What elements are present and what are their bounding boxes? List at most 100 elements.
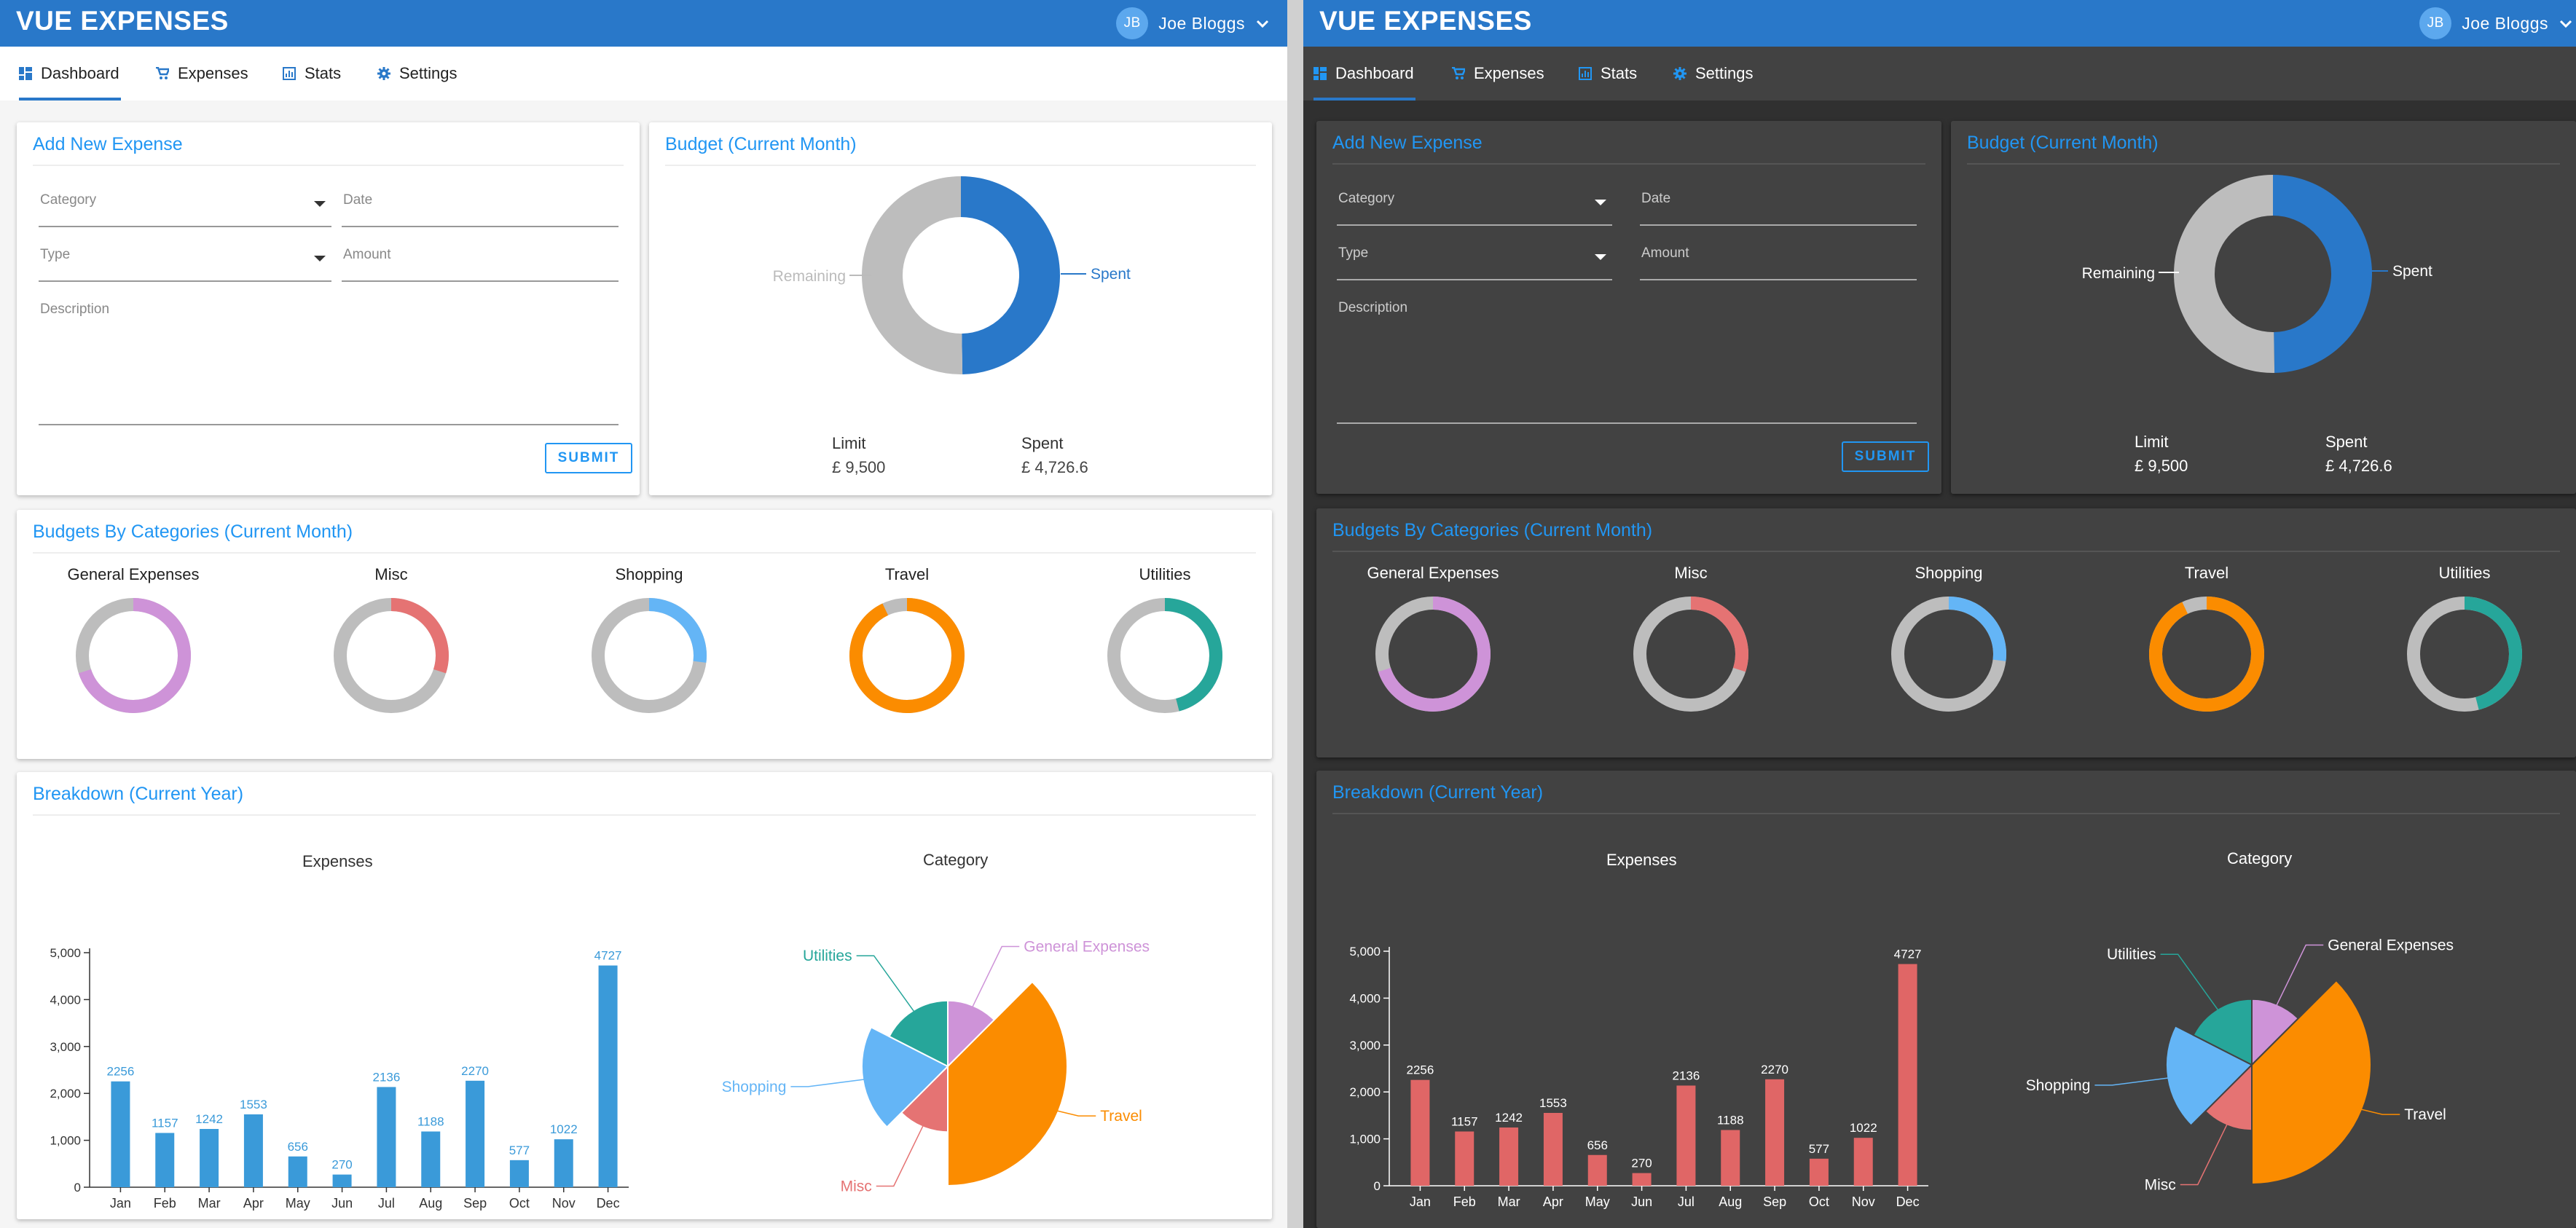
chevron-down-icon [2559,20,2572,28]
bar-value-label: 577 [509,1144,530,1157]
polar-leader-line [2275,944,2324,1008]
x-tick-label: Sep [463,1196,487,1211]
tab-stats[interactable]: Stats [283,47,341,101]
stats-icon [283,67,296,80]
bar-jun [332,1174,352,1187]
x-tick-label: Feb [154,1196,176,1211]
card-title: Budget (Current Month) [665,134,857,154]
budget-card: Budget (Current Month) Remaining Spent L… [1951,121,2576,494]
bar-nov [554,1139,573,1187]
y-tick-label: 2,000 [1349,1085,1381,1099]
bar-jul [377,1087,396,1187]
bar-value-label: 2256 [107,1065,135,1079]
x-tick-label: Mar [1498,1194,1520,1209]
x-tick-label: Mar [198,1196,221,1211]
y-tick-label: 2,000 [50,1087,81,1101]
bar-dec [1898,964,1917,1186]
x-tick-label: Sep [1763,1194,1786,1209]
type-select[interactable]: Type [1337,241,1612,280]
x-tick-label: Jul [1678,1194,1695,1209]
polar-slice-travel [2251,979,2372,1186]
bar-jul [1676,1085,1696,1186]
tab-dashboard[interactable]: Dashboard [19,47,121,101]
divider [33,814,1256,816]
polar-leader-line [856,955,916,1014]
bar-value-label: 1553 [1539,1096,1567,1110]
user-menu[interactable]: JB Joe Bloggs [2419,4,2573,42]
divider [665,165,1256,166]
category-polar-chart: General Expenses Travel Misc Shopping Utilit… [2026,937,2454,1194]
category-donut-used [78,598,191,713]
tab-expenses[interactable]: Expenses [156,47,248,101]
tab-label: Dashboard [1335,64,1414,82]
x-tick-label: Jul [378,1196,395,1211]
category-donut-misc [1633,597,1748,712]
polar-leader-line [1052,1109,1096,1117]
field-label: Description [1338,300,1408,315]
add-expense-card: Add New Expense Category Date Type Amoun… [1316,121,1941,494]
category-donut-used [1378,597,1491,712]
budget-donut: Remaining Spent [773,176,1131,374]
bar-apr [243,1114,263,1187]
category-select[interactable]: Category [1337,186,1612,226]
category-chart-title: Category [923,851,989,869]
description-textarea[interactable]: Description [39,297,619,425]
tab-label: Expenses [178,64,248,82]
dropdown-caret-icon [314,201,326,207]
nav-tabs: Dashboard Expenses Stats Settings [1303,47,2576,101]
type-select[interactable]: Type [39,243,331,282]
bar-may [1587,1154,1607,1186]
category-donut-shopping [592,598,707,713]
category-name: Misc [1674,564,1708,582]
spent-stat-label: Spent [2325,433,2368,451]
tab-label: Stats [1601,64,1638,82]
bar-nov [1853,1138,1873,1186]
category-donut-used [2149,597,2264,712]
field-label: Category [40,192,97,208]
y-tick-label: 4,000 [1349,991,1381,1005]
bar-apr [1543,1112,1563,1186]
field-label: Amount [343,247,391,262]
cart-icon [156,67,169,79]
top-app-bar: VUE EXPENSES JB Joe Bloggs [1303,0,2576,47]
app-title: VUE EXPENSES [1319,6,1532,36]
tab-label: Expenses [1474,64,1544,82]
dropdown-caret-icon [314,256,326,261]
remaining-label: Remaining [773,268,846,285]
spent-label: Spent [1091,266,1131,283]
amount-input[interactable]: Amount [342,243,619,282]
budget-slice-spent [960,176,1060,374]
avatar: JB [2419,7,2452,39]
tab-dashboard[interactable]: Dashboard [1313,47,1415,101]
app-title: VUE EXPENSES [16,6,229,36]
bar-aug [421,1131,441,1187]
budget-donut: Remaining Spent [2082,175,2432,373]
polar-label: General Expenses [2328,937,2454,954]
date-input[interactable]: Date [342,188,619,227]
tab-stats[interactable]: Stats [1579,47,1637,101]
bar-jan [111,1081,130,1187]
x-tick-label: Jan [1410,1194,1431,1209]
x-tick-label: Oct [509,1196,530,1211]
bar-value-label: 1188 [417,1114,444,1128]
category-name: General Expenses [67,565,200,583]
tab-settings[interactable]: Settings [377,47,458,101]
tab-expenses[interactable]: Expenses [1452,47,1544,101]
amount-input[interactable]: Amount [1640,241,1917,280]
card-title: Breakdown (Current Year) [1332,782,1544,803]
category-chart-title: Category [2227,849,2293,867]
add-expense-card: Add New Expense Category Date Type Amoun… [17,122,640,495]
tab-settings[interactable]: Settings [1673,47,1754,101]
bar-value-label: 656 [288,1140,308,1154]
date-input[interactable]: Date [1640,186,1917,226]
submit-button[interactable]: SUBMIT [1842,441,1929,472]
description-textarea[interactable]: Description [1337,296,1917,424]
breakdown-card: Breakdown (Current Year) Expenses Catego… [1316,771,2576,1228]
user-menu[interactable]: JB Joe Bloggs [1116,4,1270,42]
budget-card: Budget (Current Month) Remaining Spent L… [649,122,1272,495]
category-donut-used [1948,597,2006,661]
submit-button[interactable]: SUBMIT [545,443,632,473]
category-select[interactable]: Category [39,188,331,227]
category-name: Travel [884,565,930,583]
limit-label: Limit [2135,433,2169,451]
